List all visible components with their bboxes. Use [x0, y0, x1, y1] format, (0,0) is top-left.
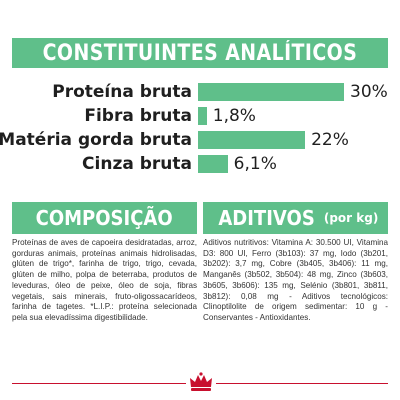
- composition-text: Proteínas de aves de capoeira desidratad…: [12, 238, 197, 322]
- constituent-value: 1,8%: [212, 106, 256, 126]
- constituent-label: Cinza bruta: [82, 154, 192, 174]
- constituent-label: Fibra bruta: [84, 106, 192, 126]
- constituent-bar: [198, 107, 207, 125]
- constituent-row: Cinza bruta 6,1%: [0, 152, 400, 176]
- crown-icon: [186, 370, 216, 394]
- additives-title: ADITIVOS: [218, 206, 315, 230]
- constituent-bar: [198, 131, 306, 149]
- composition-title: COMPOSIÇÃO: [35, 206, 174, 230]
- analytical-constituents-header: CONSTITUINTES ANALÍTICOS: [12, 38, 388, 68]
- constituent-label: Proteína bruta: [52, 82, 192, 102]
- constituent-bar: [198, 83, 344, 101]
- additives-header: ADITIVOS (por kg): [203, 202, 388, 234]
- constituent-row: Proteína bruta 30%: [0, 80, 400, 104]
- additives-text: Aditivos nutritivos: Vitamina A: 30.500 …: [203, 238, 388, 322]
- constituent-label: Matéria gorda bruta: [0, 130, 192, 150]
- constituent-value: 6,1%: [233, 154, 277, 174]
- constituent-value: 30%: [350, 82, 388, 102]
- additives-unit: (por kg): [323, 211, 379, 225]
- constituent-value: 22%: [311, 130, 349, 150]
- composition-header: COMPOSIÇÃO: [12, 202, 197, 234]
- constituent-row: Matéria gorda bruta 22%: [0, 128, 400, 152]
- constituent-row: Fibra bruta 1,8%: [0, 104, 400, 128]
- constituent-bar: [198, 155, 228, 173]
- analytical-constituents-title: CONSTITUINTES ANALÍTICOS: [42, 40, 358, 66]
